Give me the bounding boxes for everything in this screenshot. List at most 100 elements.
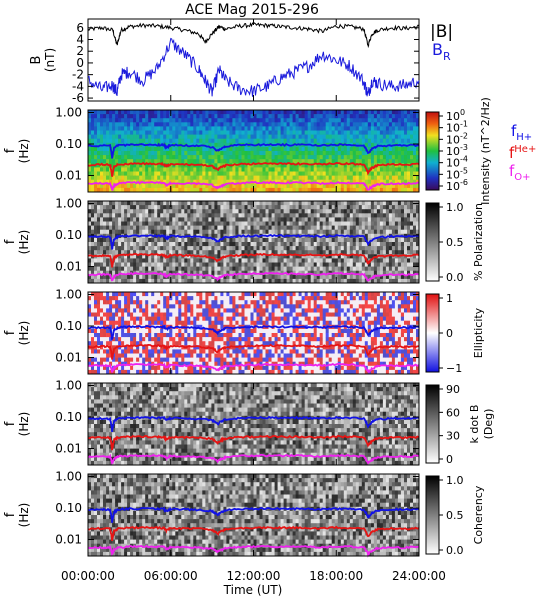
spectrogram-cell — [91, 151, 95, 156]
spectrogram-cell — [124, 209, 128, 214]
spectrogram-cell — [322, 122, 326, 127]
spectrogram-cell — [94, 151, 98, 156]
spectrogram-cell — [181, 175, 185, 180]
spectrogram-cell — [271, 159, 275, 164]
spectrogram-cell — [410, 130, 414, 135]
spectrogram-cell — [148, 138, 152, 144]
spectrogram-cell — [346, 187, 351, 193]
spectrogram-cell — [214, 114, 218, 119]
spectrogram-cell — [268, 274, 272, 280]
spectrogram-cell — [262, 225, 266, 230]
spectrogram-cell — [413, 254, 417, 259]
spectrogram-cell — [109, 246, 113, 251]
spectrogram-cell — [410, 175, 414, 180]
spectrogram-cell — [106, 138, 110, 144]
spectrogram-cell — [295, 163, 299, 168]
spectrogram-cell — [124, 278, 128, 284]
spectrogram-cell — [193, 151, 197, 156]
spectrogram-cell — [208, 229, 212, 235]
spectrogram-cell — [407, 167, 411, 172]
spectrogram-cell — [118, 205, 122, 210]
spectrogram-cell — [289, 229, 293, 235]
spectrogram-cell — [407, 278, 411, 284]
spectrogram-cell — [400, 179, 405, 185]
spectrogram-cell — [337, 130, 342, 135]
spectrogram-cell — [190, 146, 194, 152]
spectrogram-cell — [322, 254, 326, 259]
spectrogram-cell — [382, 258, 387, 263]
spectrogram-cell — [88, 324, 92, 330]
spectrogram-cell — [385, 187, 390, 193]
spectrogram-cell — [404, 266, 408, 271]
spectrogram-cell — [193, 201, 197, 206]
spectrogram-cell — [142, 278, 146, 284]
spectrogram-cell — [229, 126, 233, 131]
spectrogram-cell — [283, 225, 287, 230]
spectrogram-cell — [178, 110, 182, 115]
spectrogram-cell — [100, 304, 104, 309]
spectrogram-cell — [397, 258, 402, 263]
spectrogram-cell — [301, 179, 305, 185]
spectrogram-cell — [355, 167, 360, 172]
spectrogram-cell — [229, 167, 233, 172]
spectrogram-cell — [407, 225, 411, 230]
spectrogram-cell — [103, 179, 107, 185]
spectrogram-cell — [208, 110, 212, 115]
spectrogram-cell — [226, 217, 230, 222]
spectrogram-cell — [361, 138, 366, 144]
spectrogram-cell — [100, 225, 104, 230]
spectrogram-cell — [112, 246, 116, 251]
spectrogram-cell — [256, 237, 260, 243]
spectrogram-cell — [229, 258, 233, 263]
spectrogram-cell — [319, 221, 323, 226]
spectrogram-cell — [163, 126, 167, 131]
spectrogram-cell — [133, 242, 137, 247]
spectrogram-cell — [295, 114, 299, 119]
spectrogram-cell — [178, 262, 182, 267]
spectrogram-cell — [154, 126, 158, 131]
spectrogram-cell — [349, 110, 354, 115]
spectrogram-cell — [223, 270, 227, 276]
spectrogram-cell — [410, 122, 414, 127]
spectrogram-cell — [220, 110, 224, 115]
spectrogram-cell — [214, 126, 218, 131]
spectrogram-cell — [410, 138, 414, 144]
spectrogram-cell — [118, 213, 122, 218]
spectrogram-cell — [157, 110, 161, 115]
spectrogram-cell — [307, 242, 311, 247]
spectrogram-cell — [145, 254, 149, 259]
spectrogram-cell — [151, 209, 155, 214]
spectrogram-cell — [355, 250, 360, 255]
f-o-line — [87, 271, 420, 282]
spectrogram-cell — [154, 167, 158, 172]
spectrogram-cell — [298, 213, 302, 218]
spectrogram-cell — [313, 159, 317, 164]
spectrogram-cell — [340, 205, 345, 210]
spectrogram-cell — [268, 130, 272, 135]
spectrogram-cell — [229, 209, 233, 214]
spectrogram-cell — [226, 183, 230, 189]
spectrogram-cell — [391, 138, 396, 144]
spectrogram-cell — [407, 187, 411, 193]
spectrogram-cell — [181, 225, 185, 230]
spectrogram-cell — [133, 130, 137, 135]
spectrogram-cell — [91, 266, 95, 271]
spectrogram-cell — [193, 138, 197, 144]
spectrogram-cell — [139, 349, 143, 354]
spectrogram-cell — [211, 221, 215, 226]
spectrogram-cell — [253, 183, 257, 189]
spectrogram-cell — [163, 138, 167, 144]
spectrogram-cell — [407, 138, 411, 144]
spectrogram-cell — [235, 254, 239, 259]
spectrogram-cell — [397, 138, 402, 144]
spectrogram-cell — [127, 337, 131, 342]
spectrogram-cell — [367, 110, 372, 115]
spectrogram-cell — [241, 229, 245, 235]
spectrogram-cell — [316, 175, 320, 180]
spectrogram-cell — [404, 155, 408, 160]
spectrogram-cell — [280, 126, 284, 131]
spectrogram-cell — [181, 270, 185, 276]
spectrogram-cell — [400, 274, 405, 280]
spectrogram-cell — [349, 134, 354, 139]
spectrogram-cell — [154, 308, 158, 313]
